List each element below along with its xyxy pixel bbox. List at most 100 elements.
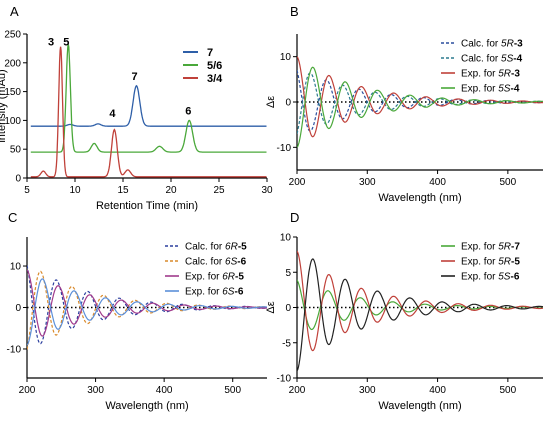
legend-prefix: Exp. for [461,242,498,253]
x-tick-label: 200 [289,177,306,188]
y-tick-label: -10 [277,143,292,154]
legend-config: 6S [225,257,238,268]
legend-config: 5R [498,242,511,253]
y-tick-label: -5 [282,338,291,349]
x-tick-label: 10 [69,185,81,196]
series-line [297,56,543,138]
x-axis-label: Wavelength (nm) [378,400,461,412]
legend-config: 5R [498,69,511,80]
legend-label: Calc. for 5S-4 [461,54,523,65]
legend-config: 5S [498,84,511,95]
y-axis-label: Δε [265,96,277,108]
series-line [297,250,543,352]
legend-label: Exp. for 5R-3 [461,69,520,80]
peak-label: 3 [48,37,54,49]
y-tick-label: -10 [7,344,22,355]
legend-prefix: Exp. for [185,272,222,283]
x-tick-label: 30 [261,185,273,196]
panel-a: A 5 10 15 20 25 30 0 50 100 150 200 250 Retention Tim… [0,4,273,212]
x-axis-label: Retention Time (min) [96,200,198,212]
x-axis-label: Wavelength (nm) [105,400,188,412]
legend-compound: -5 [235,272,244,283]
legend-prefix: Calc. for [461,39,501,50]
legend-label: Exp. for 5S-6 [461,272,520,283]
y-tick-label: 50 [10,145,22,156]
x-tick-label: 500 [500,177,517,188]
panel-letter: B [290,4,299,19]
legend-config: 5R [501,39,514,50]
legend-compound: -3 [511,69,520,80]
legend-label: Exp. for 6S-6 [185,287,244,298]
series-line [27,270,267,350]
legend-config: 6R [222,272,235,283]
legend-compound: -5 [238,242,247,253]
legend-prefix: Calc. for [461,54,501,65]
legend-compound: -6 [510,272,519,283]
y-tick-label: 0 [285,98,291,109]
y-tick-label: 10 [280,52,292,63]
series-line [30,46,267,178]
y-axis-label: intensity (mAu) [0,69,8,142]
legend-config: 5S [501,54,514,65]
x-tick-label: 300 [359,177,376,188]
y-tick-label: 100 [4,116,21,127]
legend-label: 3/4 [207,73,223,85]
x-tick-label: 200 [19,385,36,396]
legend-prefix: Calc. for [185,242,225,253]
panel-b: B 200 300 400 500 -10 0 10 Wavelength (nm) Δε Calc… [265,4,543,204]
legend-compound: -4 [513,54,522,65]
x-tick-label: 25 [213,185,225,196]
legend-prefix: Exp. for [461,69,498,80]
y-tick-label: 200 [4,58,21,69]
y-tick-label: 10 [10,262,22,273]
legend-prefix: Exp. for [185,287,222,298]
legend-compound: -5 [511,257,520,268]
panel-d: D 200 300 400 500 -10 -5 0 5 10 Wavelength (nm) Δε E… [265,210,543,412]
series-line [30,84,267,127]
legend-label: Calc. for 5R-3 [461,39,523,50]
panel-letter: C [8,210,17,225]
panel-c: C 200 300 400 500 -10 0 10 Wavelength (nm) Calc. … [7,210,267,412]
legend-compound: -6 [234,287,243,298]
panel-letter: D [290,210,299,225]
series-line [297,66,543,148]
legend-label: Exp. for 5R-7 [461,242,520,253]
legend-config: 6S [222,287,235,298]
legend-prefix: Calc. for [185,257,225,268]
series-line [27,278,267,346]
y-tick-label: 0 [15,174,21,185]
x-tick-label: 300 [87,385,104,396]
series-line [30,44,267,153]
panel-letter: A [10,4,19,19]
legend-compound: -3 [514,39,523,50]
peak-label: 7 [131,71,137,83]
x-tick-label: 15 [117,185,129,196]
legend-compound: -4 [510,84,519,95]
x-axis-label: Wavelength (nm) [378,192,461,204]
legend-config: 6R [225,242,238,253]
legend-prefix: Exp. for [461,84,498,95]
legend-label: 7 [207,47,213,59]
y-tick-label: 0 [15,303,21,314]
legend-label: Calc. for 6R-5 [185,242,247,253]
x-tick-label: 400 [156,385,173,396]
peak-label: 5 [63,37,69,49]
legend-label: Exp. for 6R-5 [185,272,244,283]
series-line [297,70,543,132]
legend-config: 5R [498,257,511,268]
x-tick-label: 400 [429,385,446,396]
legend-prefix: Exp. for [461,257,498,268]
series-line [27,269,267,337]
x-tick-label: 500 [224,385,241,396]
series-line [297,258,543,372]
y-axis-label: Δε [265,301,277,313]
y-tick-label: 5 [285,268,291,279]
legend-label: Exp. for 5S-4 [461,84,520,95]
x-tick-label: 5 [24,185,30,196]
legend-compound: -6 [237,257,246,268]
x-tick-label: 200 [289,385,306,396]
legend-config: 5S [498,272,511,283]
y-tick-label: -10 [277,374,292,385]
peak-label: 4 [109,108,116,120]
